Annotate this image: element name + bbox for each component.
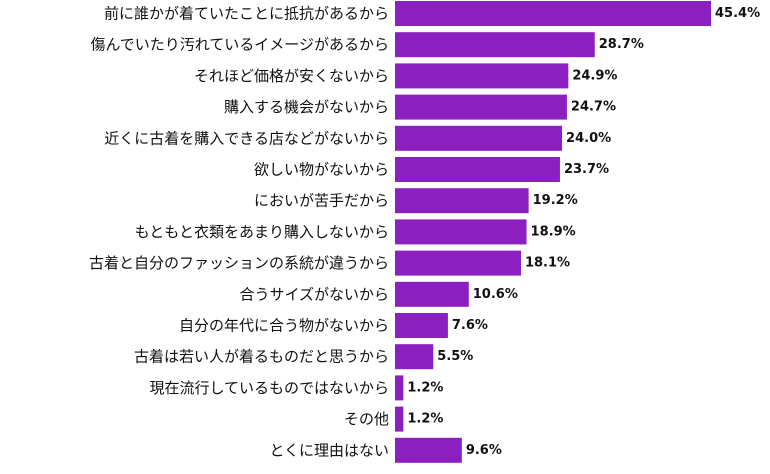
value-label: 1.2%	[407, 412, 443, 427]
bar	[395, 437, 462, 463]
bar	[395, 125, 563, 151]
value-label: 18.9%	[531, 224, 576, 239]
category-label: 近くに古着を購入できる店などがないから	[104, 129, 389, 147]
category-label: 傷んでいたり汚れているイメージがあるから	[90, 36, 389, 54]
bar	[395, 188, 529, 214]
value-label: 24.9%	[572, 68, 617, 83]
value-label: 23.7%	[564, 162, 609, 177]
value-label: 9.6%	[466, 443, 502, 458]
value-label: 18.1%	[525, 256, 570, 271]
bar	[395, 94, 567, 120]
value-label: 10.6%	[473, 287, 518, 302]
value-label: 19.2%	[533, 193, 578, 208]
category-label: それほど価格が安くないから	[194, 67, 389, 85]
category-label: 合うサイズがないから	[239, 285, 389, 303]
value-label: 1.2%	[407, 380, 443, 395]
category-label: 自分の年代に合う物がないから	[179, 317, 389, 335]
bar	[395, 250, 521, 276]
value-label: 24.7%	[571, 100, 616, 115]
bar	[395, 219, 527, 245]
bar	[395, 313, 448, 338]
category-label: とくに理由はない	[269, 441, 389, 459]
value-label: 7.6%	[452, 318, 488, 333]
bar	[395, 375, 404, 401]
category-label: 前に誰かが着ていたことに抵抗があるから	[104, 5, 389, 23]
bar	[395, 1, 711, 26]
category-label: 古着と自分のファッションの系統が違うから	[89, 254, 389, 272]
value-labels: 45.4% 28.7% 24.9% 24.7% 24.0% 23.7% 19.2% 18.9%…	[407, 6, 760, 458]
category-label: 購入する機会がないから	[224, 98, 389, 116]
value-label: 45.4%	[715, 6, 760, 21]
category-label: においが苦手だから	[254, 192, 389, 210]
category-label: その他	[344, 410, 389, 428]
value-label: 24.0%	[566, 131, 611, 146]
bar	[395, 281, 469, 307]
bar	[395, 406, 404, 432]
category-label: もともと衣類をあまり購入しないから	[135, 223, 389, 241]
bar	[395, 32, 595, 58]
category-labels: 前に誰かが着ていたことに抵抗があるから傷んでいたり汚れているイメージがあるからそ…	[89, 5, 389, 460]
category-label: 古着は若い人が着るものだと思うから	[134, 348, 389, 366]
category-label: 現在流行しているものではないから	[149, 379, 389, 397]
value-label: 5.5%	[437, 349, 473, 364]
bar	[395, 157, 560, 182]
bar	[395, 63, 569, 89]
bars	[395, 1, 711, 463]
value-label: 28.7%	[599, 37, 644, 52]
bar	[395, 344, 434, 370]
category-label: 欲しい物がないから	[254, 161, 389, 179]
